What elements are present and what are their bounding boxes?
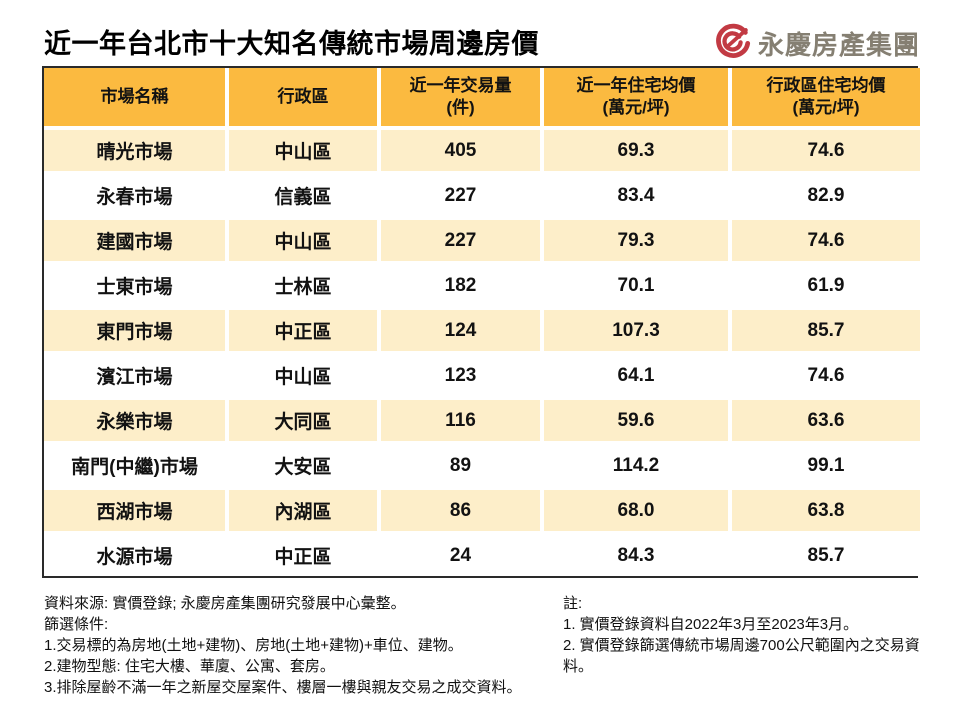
district-avg-price-cell: 74.6: [730, 128, 920, 175]
market-name-cell: 士東市場: [44, 263, 229, 310]
remark-line: 1. 實價登錄資料自2022年3月至2023年3月。: [563, 616, 859, 633]
district-avg-price-cell: 82.9: [730, 173, 920, 220]
page-title: 近一年台北市十大知名傳統市場周邊房價: [44, 29, 539, 59]
header-label: 行政區: [277, 86, 329, 106]
district-cell: 中正區: [227, 533, 381, 576]
avg-price-cell: 70.1: [542, 263, 732, 310]
volume-cell: 24: [379, 533, 544, 576]
avg-price-cell: 69.3: [542, 128, 732, 175]
market-name-cell: 西湖市場: [44, 488, 229, 535]
district-cell: 中山區: [227, 353, 381, 400]
table-row: 西湖市場 內湖區 86 68.0 63.8: [44, 488, 920, 535]
market-name-cell: 南門(中繼)市場: [44, 443, 229, 490]
remark-title-line: 註:: [563, 595, 583, 612]
avg-price-cell: 84.3: [542, 533, 732, 576]
district-avg-price-cell: 61.9: [730, 263, 920, 310]
logo-text: 永慶房產集團: [757, 30, 920, 60]
header-district-avg-price: 行政區住宅均價 (萬元/坪): [730, 68, 920, 130]
avg-price-cell: 83.4: [542, 173, 732, 220]
district-cell: 士林區: [227, 263, 381, 310]
district-cell: 大安區: [227, 443, 381, 490]
avg-price-cell: 68.0: [542, 488, 732, 535]
table-row: 建國市場 中山區 227 79.3 74.6: [44, 218, 920, 265]
district-avg-price-cell: 99.1: [730, 443, 920, 490]
remark-line: 2. 實價登錄篩選傳統市場周邊700公尺範圍內之交易資料。: [563, 637, 920, 675]
yungching-logo-icon: [714, 22, 752, 65]
district-avg-price-cell: 63.6: [730, 398, 920, 445]
market-name-cell: 永春市場: [44, 173, 229, 220]
table-row: 士東市場 士林區 182 70.1 61.9: [44, 263, 920, 310]
table-row: 永春市場 信義區 227 83.4 82.9: [44, 173, 920, 220]
district-cell: 中山區: [227, 128, 381, 175]
volume-cell: 124: [379, 308, 544, 355]
data-source-line: 資料來源: 實價登錄; 永慶房產集團研究發展中心彙整。: [44, 595, 406, 612]
header-district: 行政區: [227, 68, 381, 130]
company-logo: 永慶房產集團: [714, 22, 920, 65]
header-volume: 近一年交易量 (件): [379, 68, 544, 130]
volume-cell: 405: [379, 128, 544, 175]
district-avg-price-cell: 85.7: [730, 533, 920, 576]
header-label: 近一年交易量: [409, 75, 512, 95]
table-row: 濱江市場 中山區 123 64.1 74.6: [44, 353, 920, 400]
header-sublabel: (萬元/坪): [792, 98, 860, 117]
volume-cell: 123: [379, 353, 544, 400]
table-row: 水源市場 中正區 24 84.3 85.7: [44, 533, 920, 576]
district-cell: 信義區: [227, 173, 381, 220]
table-row: 東門市場 中正區 124 107.3 85.7: [44, 308, 920, 355]
avg-price-cell: 107.3: [542, 308, 732, 355]
district-avg-price-cell: 85.7: [730, 308, 920, 355]
district-cell: 內湖區: [227, 488, 381, 535]
district-cell: 中正區: [227, 308, 381, 355]
filter-line: 3.排除屋齡不滿一年之新屋交屋案件、樓層一樓與親友交易之成交資料。: [44, 679, 522, 696]
market-name-cell: 濱江市場: [44, 353, 229, 400]
filter-line: 1.交易標的為房地(土地+建物)、房地(土地+建物)+車位、建物。: [44, 637, 463, 654]
market-name-cell: 水源市場: [44, 533, 229, 576]
header-market-name: 市場名稱: [44, 68, 229, 130]
district-avg-price-cell: 63.8: [730, 488, 920, 535]
volume-cell: 89: [379, 443, 544, 490]
header-label: 近一年住宅均價: [576, 75, 696, 95]
district-avg-price-cell: 74.6: [730, 353, 920, 400]
district-cell: 大同區: [227, 398, 381, 445]
market-name-cell: 東門市場: [44, 308, 229, 355]
filter-line: 2.建物型態: 住宅大樓、華廈、公寓、套房。: [44, 658, 335, 675]
remarks-note: 註: 1. 實價登錄資料自2022年3月至2023年3月。 2. 實價登錄篩選傳…: [563, 593, 945, 677]
table-header-row: 市場名稱 行政區 近一年交易量 (件) 近一年住宅均價 (萬元/坪) 行政區住宅…: [44, 68, 920, 130]
volume-cell: 86: [379, 488, 544, 535]
header-label: 市場名稱: [100, 86, 169, 106]
header-avg-price: 近一年住宅均價 (萬元/坪): [542, 68, 732, 130]
table-row: 晴光市場 中山區 405 69.3 74.6: [44, 128, 920, 175]
table-row: 永樂市場 大同區 116 59.6 63.6: [44, 398, 920, 445]
avg-price-cell: 64.1: [542, 353, 732, 400]
volume-cell: 116: [379, 398, 544, 445]
district-avg-price-cell: 74.6: [730, 218, 920, 265]
header-sublabel: (萬元/坪): [602, 98, 670, 117]
market-name-cell: 建國市場: [44, 218, 229, 265]
volume-cell: 227: [379, 173, 544, 220]
filter-title-line: 篩選條件:: [44, 616, 109, 633]
table-row: 南門(中繼)市場 大安區 89 114.2 99.1: [44, 443, 920, 490]
volume-cell: 182: [379, 263, 544, 310]
avg-price-cell: 79.3: [542, 218, 732, 265]
source-and-filters-note: 資料來源: 實價登錄; 永慶房產集團研究發展中心彙整。 篩選條件: 1.交易標的…: [44, 593, 556, 698]
header-label: 行政區住宅均價: [766, 75, 886, 95]
avg-price-cell: 59.6: [542, 398, 732, 445]
volume-cell: 227: [379, 218, 544, 265]
header-sublabel: (件): [446, 98, 475, 117]
district-cell: 中山區: [227, 218, 381, 265]
price-table: 市場名稱 行政區 近一年交易量 (件) 近一年住宅均價 (萬元/坪) 行政區住宅…: [42, 66, 920, 578]
avg-price-cell: 114.2: [542, 443, 732, 490]
market-name-cell: 永樂市場: [44, 398, 229, 445]
market-name-cell: 晴光市場: [44, 128, 229, 175]
